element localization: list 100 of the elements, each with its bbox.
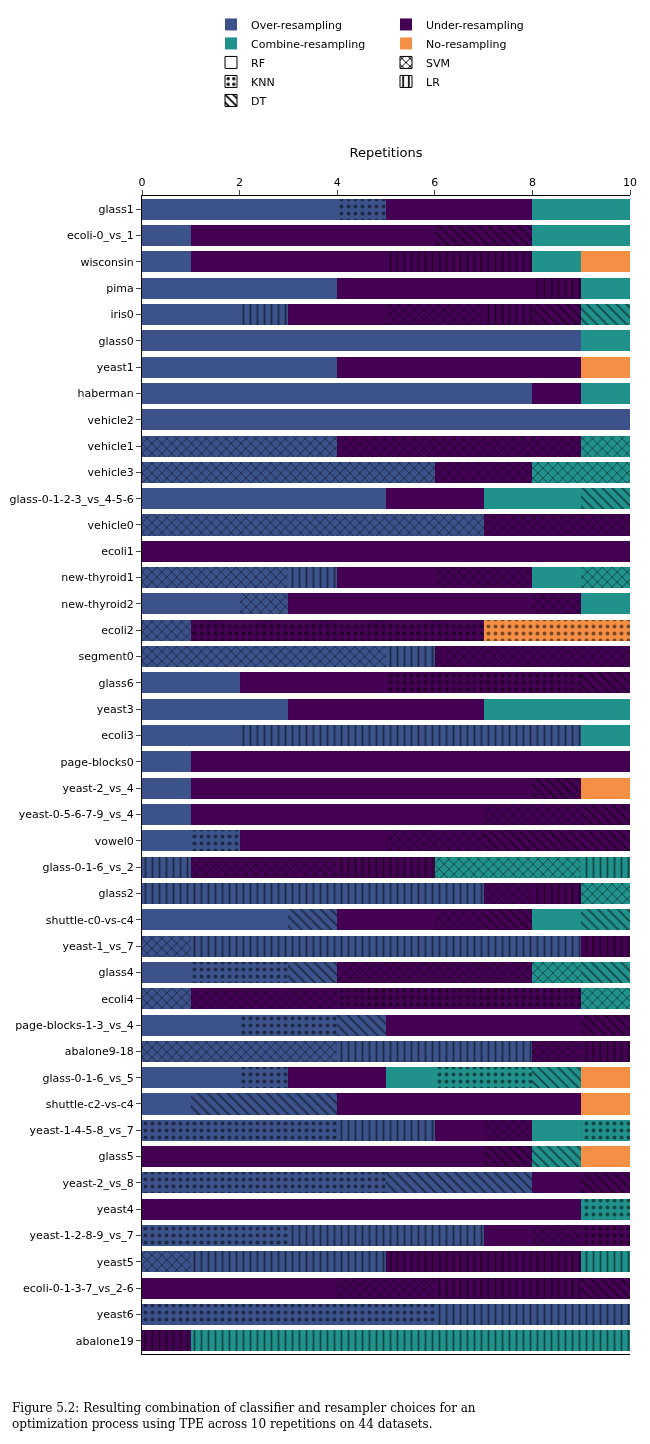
bar [190, 856, 338, 878]
x-tick-label: 6 [431, 175, 439, 189]
bar [142, 777, 191, 799]
bar [190, 935, 582, 957]
y-tick-label: pima [106, 281, 134, 295]
bar [142, 1119, 338, 1141]
bar [142, 961, 191, 983]
bar [190, 751, 630, 773]
bar [483, 1225, 533, 1247]
bar [142, 1251, 191, 1273]
bar [288, 961, 338, 983]
y-tick-label: ecoli2 [101, 624, 134, 638]
y-tick-label: ecoli-0_vs_1 [66, 229, 134, 243]
y-tick-label: segment0 [78, 650, 134, 664]
bar [434, 646, 630, 668]
bar [190, 1330, 630, 1352]
bar [483, 909, 533, 931]
bar [239, 830, 386, 852]
y-tick-label: yeast4 [96, 1203, 134, 1217]
bar [288, 698, 484, 720]
bar [483, 1146, 533, 1168]
bar [532, 251, 582, 273]
bar [581, 777, 630, 799]
bar [581, 1093, 630, 1115]
bar [581, 1014, 630, 1036]
legend-label: KNN [251, 75, 275, 89]
bar [581, 988, 630, 1010]
bar [190, 619, 484, 641]
bar [581, 567, 630, 589]
bar [239, 725, 582, 747]
y-tick-label: glass5 [98, 1150, 134, 1164]
bar [337, 567, 435, 589]
bar [581, 382, 630, 404]
legend-label: RF [251, 56, 265, 70]
y-tick-label: glass6 [98, 676, 134, 690]
bar [483, 803, 582, 825]
bar [532, 1225, 582, 1247]
bar [142, 224, 191, 246]
y-tick-label: vowel0 [94, 834, 134, 848]
y-tick-label: yeast-1-2-8-9_vs_7 [29, 1229, 134, 1243]
bar [434, 1119, 484, 1141]
bar [142, 619, 191, 641]
y-tick-label: yeast-2_vs_4 [62, 782, 134, 796]
bar [434, 1277, 582, 1299]
y-tick-label: ecoli3 [101, 729, 134, 743]
bar [190, 224, 435, 246]
bar [581, 488, 630, 510]
y-tick-label: glass2 [98, 887, 134, 901]
bar [288, 567, 338, 589]
y-tick-label: yeast-0-5-6-7-9_vs_4 [18, 808, 134, 822]
bar [142, 1277, 338, 1299]
bar [434, 856, 582, 878]
bar [142, 461, 435, 483]
legend-label: No-resampling [426, 37, 507, 51]
caption: Figure 5.2: Resulting combination of classifier and resampler choices for an optimization process using TPE across 10 repetitions on 44 datasets. [12, 1401, 476, 1431]
legend-label: LR [426, 75, 441, 89]
bar [337, 277, 533, 299]
bar [142, 593, 240, 615]
y-tick-label: yeast5 [96, 1255, 134, 1269]
bar [142, 1146, 484, 1168]
y-tick-label: wisconsin [80, 255, 134, 269]
legend-label: Under-resampling [426, 18, 524, 32]
bar [239, 1014, 338, 1036]
bar [532, 224, 630, 246]
bar [142, 1330, 191, 1352]
bar [581, 1277, 630, 1299]
bar [483, 488, 582, 510]
bar [581, 435, 630, 457]
y-tick-label: abalone19 [75, 1334, 134, 1348]
bar [386, 1172, 533, 1194]
y-tick-label: abalone9-18 [64, 1045, 134, 1059]
y-tick-label: ecoli-0-1-3-7_vs_2-6 [23, 1282, 134, 1296]
bar [142, 540, 630, 562]
bar [581, 593, 630, 615]
bar [142, 303, 240, 325]
bar [142, 830, 191, 852]
bar [532, 1172, 582, 1194]
bar [386, 1067, 435, 1089]
x-axis-title: Repetitions [349, 144, 423, 160]
bar [190, 1251, 386, 1273]
y-tick-label: shuttle-c0-vs-c4 [45, 913, 134, 927]
bar [532, 961, 582, 983]
bar [239, 1067, 289, 1089]
legend-label: DT [251, 94, 267, 108]
y-tick-label: glass-0-1-6_vs_2 [42, 860, 134, 874]
bar [142, 567, 289, 589]
bar [532, 461, 630, 483]
bar [142, 803, 191, 825]
bar [532, 382, 582, 404]
y-tick-label: new-thyroid1 [61, 571, 134, 585]
bar [190, 1093, 338, 1115]
bar [190, 830, 240, 852]
y-tick-label: yeast6 [96, 1308, 134, 1322]
bar [532, 909, 582, 931]
bar [142, 1225, 289, 1247]
bar [337, 1277, 435, 1299]
bar [581, 856, 630, 878]
bar [239, 303, 289, 325]
bar [142, 1067, 240, 1089]
y-tick-label: yeast-1-4-5-8_vs_7 [29, 1124, 134, 1138]
